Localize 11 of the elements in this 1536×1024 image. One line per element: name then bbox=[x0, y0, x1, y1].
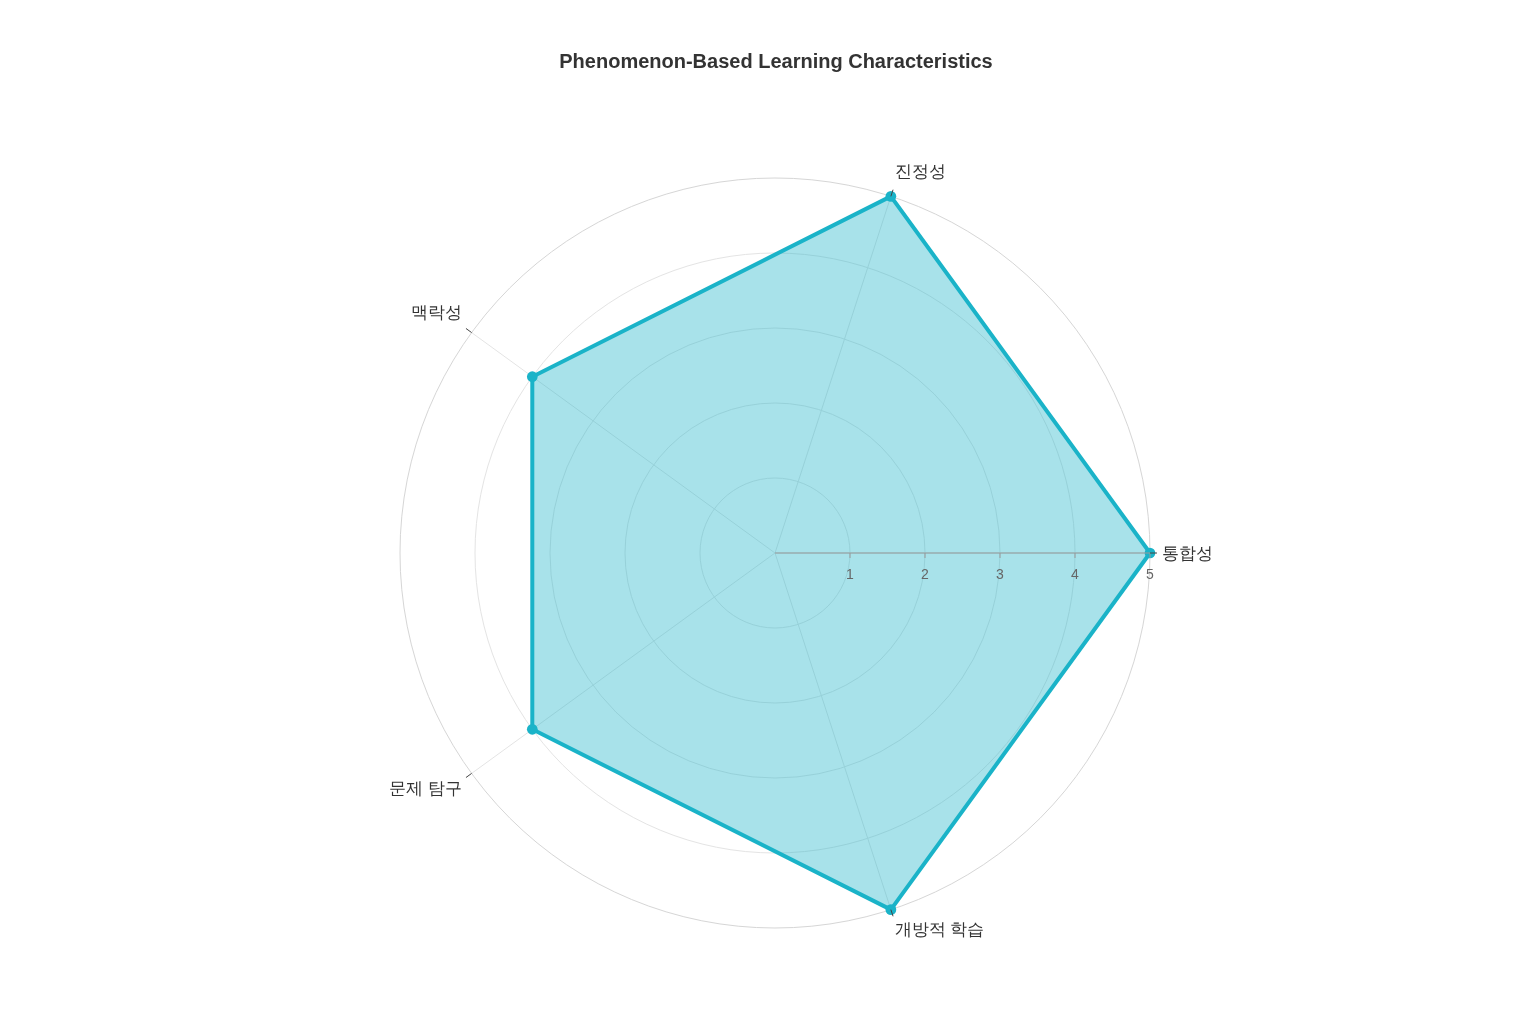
y-tick-label: 2 bbox=[921, 566, 930, 582]
y-tick-label: 1 bbox=[846, 566, 855, 582]
spoke-label: 개방적 학습 bbox=[894, 920, 985, 940]
spoke-label: 맥락성 bbox=[410, 302, 462, 322]
spoke-label: 진정성 bbox=[894, 161, 946, 181]
spoke-label: 통합성 bbox=[1162, 544, 1213, 563]
y-tick-label: 5 bbox=[1146, 566, 1155, 582]
y-tick-label: 4 bbox=[1071, 566, 1080, 582]
y-tick-label: 3 bbox=[996, 566, 1005, 582]
spoke-label: 문제 탐구 bbox=[389, 779, 462, 799]
chart-title: Phenomenon-Based Learning Characteristics bbox=[559, 50, 993, 72]
